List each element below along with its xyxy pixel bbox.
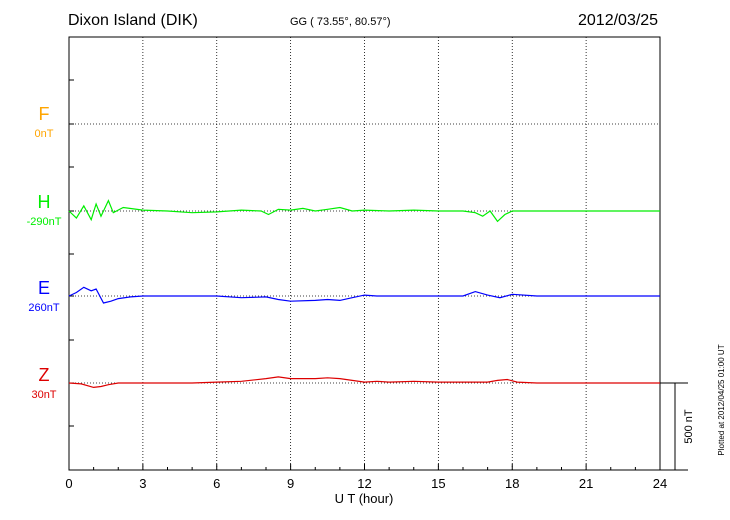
- x-tick-label: 24: [653, 476, 667, 491]
- series-line-h: [68, 199, 660, 223]
- baseline-label-h: -290nT: [27, 216, 62, 228]
- x-tick-label: 18: [505, 476, 519, 491]
- x-axis-label: U T (hour): [335, 491, 394, 506]
- x-tick-label: 9: [287, 476, 294, 491]
- component-label-f: F: [39, 104, 50, 124]
- chart-date: 2012/03/25: [578, 12, 659, 29]
- x-tick-label: 12: [357, 476, 371, 491]
- station-coordinates: GG ( 73.55°, 80.57°): [290, 16, 391, 28]
- x-tick-label: 0: [65, 476, 72, 491]
- station-title: Dixon Island (DIK): [68, 12, 198, 29]
- baseline-label-f: 0nT: [35, 128, 54, 140]
- x-tick-label: 3: [139, 476, 146, 491]
- component-label-z: Z: [39, 365, 50, 385]
- scale-bar-label: 500 nT: [683, 409, 695, 444]
- x-tick-label: 21: [579, 476, 593, 491]
- x-tick-label: 6: [213, 476, 220, 491]
- component-label-h: H: [38, 192, 51, 212]
- series-line-z: [68, 376, 660, 389]
- series-line-e: [68, 286, 660, 304]
- baseline-label-z: 30nT: [31, 389, 56, 401]
- baseline-label-e: 260nT: [28, 302, 59, 314]
- x-tick-label: 15: [431, 476, 445, 491]
- plotted-note: Plotted at 2012/04/25 01:00 UT: [717, 344, 726, 455]
- component-label-e: E: [38, 278, 50, 298]
